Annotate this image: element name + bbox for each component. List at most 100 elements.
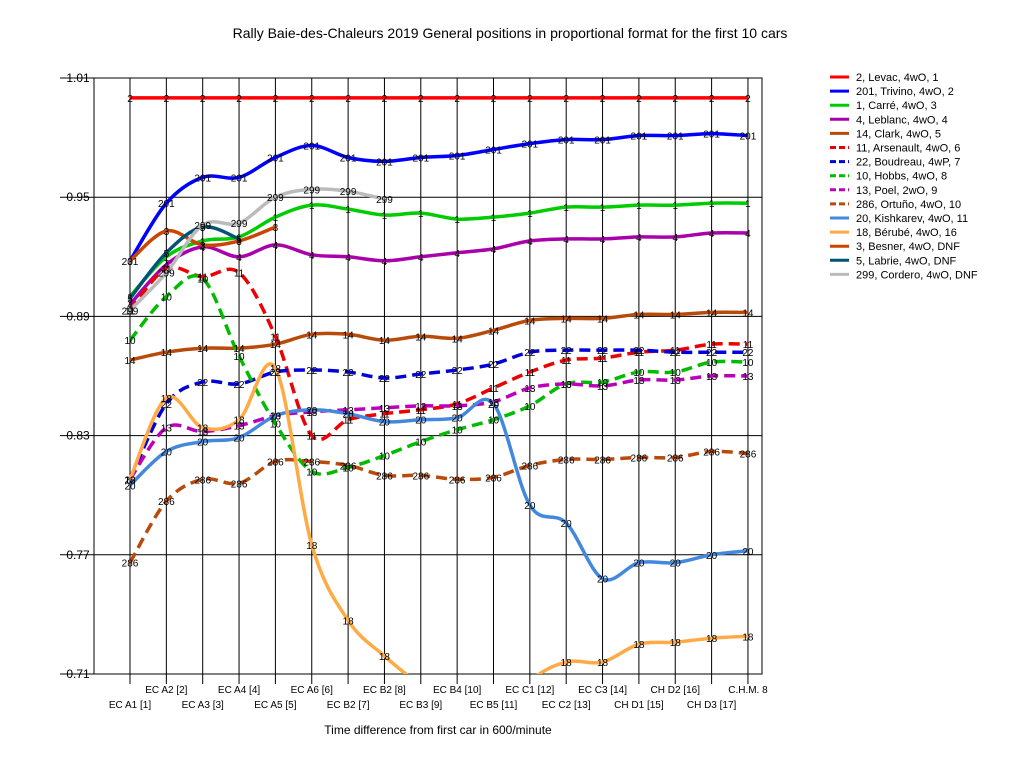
point-label: 1 <box>200 237 206 248</box>
point-label: 286 <box>449 475 466 486</box>
chart-title: Rally Baie-des-Chaleurs 2019 General pos… <box>233 25 788 41</box>
y-tick-label: 0.95 <box>66 190 90 204</box>
point-label: 201 <box>122 257 139 268</box>
point-label: 2 <box>491 94 497 105</box>
point-label: 3 <box>127 257 133 268</box>
point-label: 13 <box>670 376 682 387</box>
point-label: 286 <box>667 453 684 464</box>
point-label: 201 <box>267 153 284 164</box>
point-label: 201 <box>158 199 175 210</box>
point-label: 22 <box>706 348 718 359</box>
point-label: 4 <box>345 253 351 264</box>
point-label: 5 <box>127 295 133 306</box>
point-label: 22 <box>670 348 682 359</box>
point-label: 1 <box>309 201 315 212</box>
point-label: 286 <box>158 497 175 508</box>
point-label: 13 <box>343 406 355 417</box>
x-tick-label: EC A2 [2] <box>145 685 187 696</box>
point-label: 4 <box>200 243 206 254</box>
point-label: 10 <box>633 368 645 379</box>
point-label: 1 <box>600 203 606 214</box>
point-label: 286 <box>703 447 720 458</box>
point-label: 22 <box>415 370 427 381</box>
point-label: 14 <box>561 314 573 325</box>
legend-entry: 201, Trivino, 4wO, 2 <box>856 86 954 98</box>
point-label: 201 <box>303 142 320 153</box>
point-label: 286 <box>303 457 320 468</box>
point-label: 2 <box>309 94 315 105</box>
point-label: 14 <box>379 336 391 347</box>
point-label: 2 <box>745 94 751 105</box>
point-label: 20 <box>452 414 464 425</box>
point-label: 14 <box>124 356 136 367</box>
series-line <box>128 397 749 582</box>
point-label: 286 <box>122 559 139 570</box>
x-tick-label: EC C1 [12] <box>505 685 554 696</box>
point-label: 5 <box>164 249 170 260</box>
point-label: 14 <box>706 308 718 319</box>
x-tick-label: EC A3 [3] <box>182 700 224 711</box>
point-label: 13 <box>706 372 718 383</box>
point-label: 22 <box>452 366 464 377</box>
x-tick-label: EC B2 [7] <box>327 700 370 711</box>
point-label: 2 <box>672 94 678 105</box>
legend-entry: 2, Levac, 4wO, 1 <box>856 72 939 84</box>
point-label: 201 <box>376 157 393 168</box>
point-label: 10 <box>742 358 754 369</box>
point-label: 20 <box>161 447 173 458</box>
point-label: 13 <box>161 424 173 435</box>
point-label: 299 <box>194 221 211 232</box>
point-label: 201 <box>412 153 429 164</box>
point-label: 14 <box>197 344 209 355</box>
point-label: 2 <box>345 94 351 105</box>
point-label: 20 <box>633 559 645 570</box>
point-label: 20 <box>742 547 754 558</box>
x-tick-label: CH D2 [16] <box>651 685 701 696</box>
point-label: 4 <box>636 233 642 244</box>
point-label: 11 <box>307 432 318 443</box>
y-tick-label: 0.83 <box>66 429 90 443</box>
legend-entry: 286, Ortuño, 4wO, 10 <box>856 199 961 211</box>
x-tick-label: CH D3 [17] <box>687 700 737 711</box>
point-label: 18 <box>670 638 682 649</box>
point-label: 2 <box>273 94 279 105</box>
point-label: 18 <box>124 475 136 486</box>
point-label: 14 <box>452 334 464 345</box>
point-label: 11 <box>525 368 536 379</box>
x-tick-label: C.H.M. 8 <box>728 685 768 696</box>
point-label: 22 <box>161 400 173 411</box>
point-label: 13 <box>488 398 500 409</box>
point-label: 22 <box>124 475 136 486</box>
point-label: 5 <box>200 223 206 234</box>
point-label: 10 <box>488 416 500 427</box>
point-label: 11 <box>270 332 281 343</box>
point-label: 20 <box>197 438 209 449</box>
point-label: 11 <box>198 273 209 284</box>
point-label: 286 <box>412 471 429 482</box>
point-label: 3 <box>236 237 242 248</box>
point-label: 1 <box>164 253 170 264</box>
point-label: 13 <box>561 380 573 391</box>
point-label: 2 <box>382 94 388 105</box>
point-label: 20 <box>233 434 245 445</box>
point-label: 201 <box>522 140 539 151</box>
point-label: 20 <box>706 551 718 562</box>
point-label: 13 <box>742 372 754 383</box>
point-label: 10 <box>706 358 718 369</box>
point-label: 14 <box>343 330 355 341</box>
point-label: 2 <box>636 94 642 105</box>
point-label: 10 <box>306 467 318 478</box>
point-label: 22 <box>197 378 209 389</box>
point-label: 14 <box>233 344 245 355</box>
point-label: 2 <box>164 94 170 105</box>
x-axis-ticks: EC A1 [1] EC A2 [2] EC A3 [3] EC A4 [4] EC A… <box>109 685 768 711</box>
point-label: 22 <box>379 374 391 385</box>
point-label: 18 <box>343 616 355 627</box>
point-label: 1 <box>454 215 460 226</box>
point-label: 1 <box>745 199 751 210</box>
point-label: 286 <box>194 475 211 486</box>
legend-entry: 20, Kishkarev, 4wO, 11 <box>856 213 968 225</box>
point-label: 11 <box>670 346 681 357</box>
point-label: 299 <box>376 195 393 206</box>
series-line <box>128 449 749 564</box>
